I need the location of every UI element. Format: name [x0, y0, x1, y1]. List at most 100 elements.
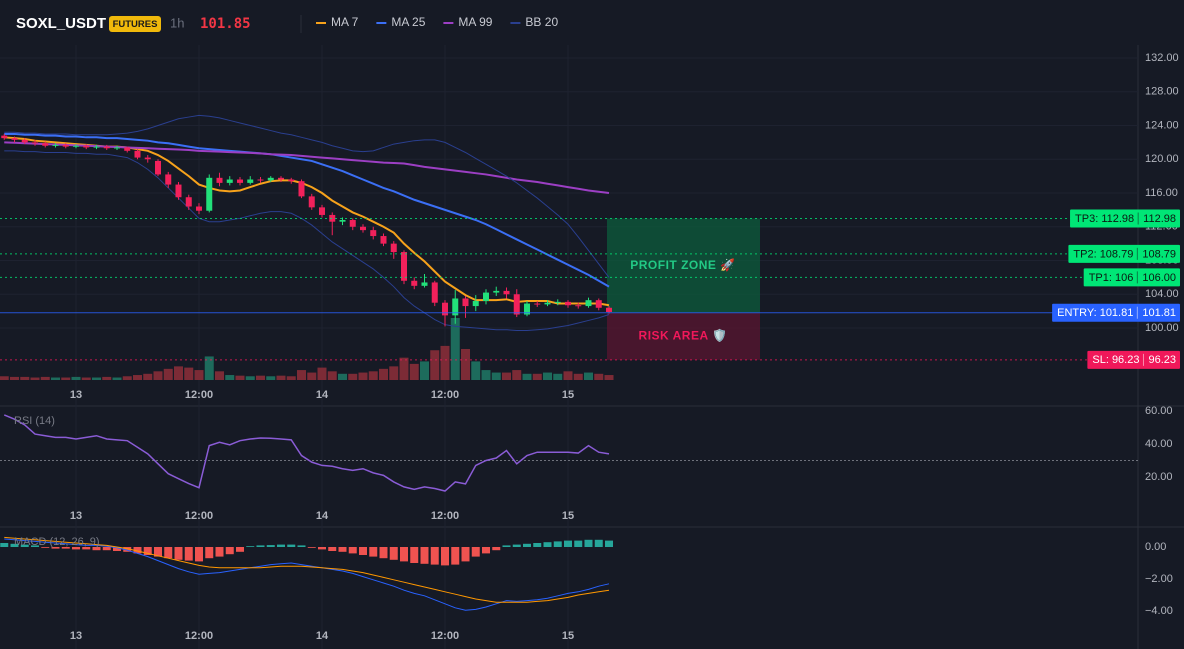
volume-bar	[225, 375, 235, 380]
candle-body	[421, 282, 428, 286]
macd-histogram-bar	[297, 545, 306, 547]
y-tick-label: −2.00	[1145, 573, 1173, 585]
level-tag-label: TP2: 108.79	[1073, 248, 1133, 260]
candle-body	[165, 174, 172, 185]
volume-bar	[143, 373, 153, 380]
candle-body	[319, 207, 325, 215]
candle-body	[390, 243, 397, 253]
macd-histogram-bar	[430, 547, 439, 565]
macd-histogram-bar	[82, 547, 91, 550]
zone-label: PROFIT ZONE 🚀	[630, 258, 735, 272]
macd-histogram-bar	[236, 547, 244, 552]
last-price: 101.85	[200, 16, 251, 32]
volume-bar	[51, 377, 60, 380]
x-tick-label: 13	[70, 630, 82, 642]
macd-histogram-bar	[113, 547, 121, 551]
candle-body	[565, 301, 571, 306]
candle-body	[155, 160, 161, 175]
macd-histogram-bar	[328, 547, 337, 551]
ma-line	[4, 141, 610, 195]
level-tag-label: ENTRY: 101.81	[1057, 307, 1133, 319]
candle-body	[472, 301, 479, 307]
candle-body	[32, 142, 38, 144]
candle-body	[503, 290, 510, 295]
candle-body	[360, 226, 366, 231]
macd-histogram-bar	[266, 545, 275, 547]
macd-histogram-bar	[574, 540, 583, 547]
macd-histogram-bar	[441, 547, 449, 566]
candle-body	[226, 179, 233, 183]
x-tick-label: 15	[562, 630, 574, 642]
candle-body	[524, 303, 530, 315]
candle-body	[267, 177, 274, 181]
volume-bar	[543, 372, 552, 380]
volume-bar	[348, 373, 358, 380]
macd-line	[4, 536, 610, 603]
macd-histogram-bar	[92, 547, 101, 551]
level-tag	[1087, 350, 1180, 369]
x-tick-label: 14	[316, 389, 329, 401]
macd-histogram-bar	[256, 545, 265, 547]
volume-bar	[379, 368, 388, 380]
volume-bar	[502, 372, 511, 380]
volume-bar	[174, 366, 183, 380]
volume-bar	[338, 373, 347, 380]
volume-bar	[430, 350, 440, 380]
volume-bar	[481, 370, 491, 380]
candle-body	[196, 206, 202, 211]
volume-bar	[245, 376, 255, 380]
pane-title: MACD (12, 26, 9)	[14, 536, 100, 548]
volume-bar	[81, 377, 91, 380]
volume-bar	[399, 357, 409, 380]
candle-body	[278, 177, 284, 180]
volume-bar	[0, 376, 9, 380]
macd-histogram-bar	[594, 539, 603, 547]
y-tick-label: 60.00	[1145, 405, 1173, 417]
volume-bar	[276, 375, 286, 380]
volume-bar	[420, 361, 429, 380]
candle-body	[575, 305, 582, 307]
candle-body	[339, 220, 346, 222]
level-tag-label: TP1: 106	[1089, 272, 1134, 284]
candle-body	[493, 290, 500, 293]
volume-bar	[92, 377, 101, 380]
macd-histogram-bar	[502, 545, 511, 547]
macd-histogram-bar	[420, 547, 429, 564]
volume-bar	[215, 371, 224, 380]
macd-histogram-bar	[451, 547, 460, 565]
level-tag-value: 112.98	[1143, 213, 1176, 225]
macd-histogram-bar	[471, 547, 480, 557]
y-tick-label: 132.00	[1145, 52, 1179, 64]
macd-histogram-bar	[143, 547, 152, 555]
candle-body	[42, 143, 49, 146]
volume-bar	[368, 371, 378, 380]
badge: FUTURES	[113, 19, 158, 30]
y-tick-label: 120.00	[1145, 153, 1179, 165]
pane-title: RSI (14)	[14, 415, 55, 427]
macd-histogram-bar	[10, 543, 19, 547]
candle-body	[175, 184, 182, 198]
candle-body	[411, 280, 418, 286]
macd-histogram-bar	[61, 547, 70, 549]
macd-histogram-bar	[307, 547, 316, 548]
x-tick-label: 13	[70, 510, 82, 522]
macd-histogram-bar	[512, 544, 521, 547]
macd-histogram-bar	[389, 547, 398, 560]
macd-histogram-bar	[379, 547, 388, 559]
candle-body	[206, 177, 213, 211]
y-tick-label: −4.00	[1145, 605, 1173, 617]
band-line	[4, 114, 610, 278]
candle-body	[83, 145, 90, 148]
macd-histogram-bar	[154, 547, 162, 557]
x-tick-label: 13	[70, 389, 82, 401]
x-tick-label: 12:00	[185, 630, 213, 642]
volume-bar	[297, 370, 306, 380]
volume-bar	[61, 377, 71, 380]
volume-bar	[184, 367, 194, 380]
candle-body	[483, 292, 489, 302]
zone-label: RISK AREA 🛡️	[639, 328, 728, 342]
macd-histogram-bar	[102, 547, 111, 551]
macd-histogram-bar	[246, 546, 255, 547]
candle-body	[585, 300, 592, 307]
